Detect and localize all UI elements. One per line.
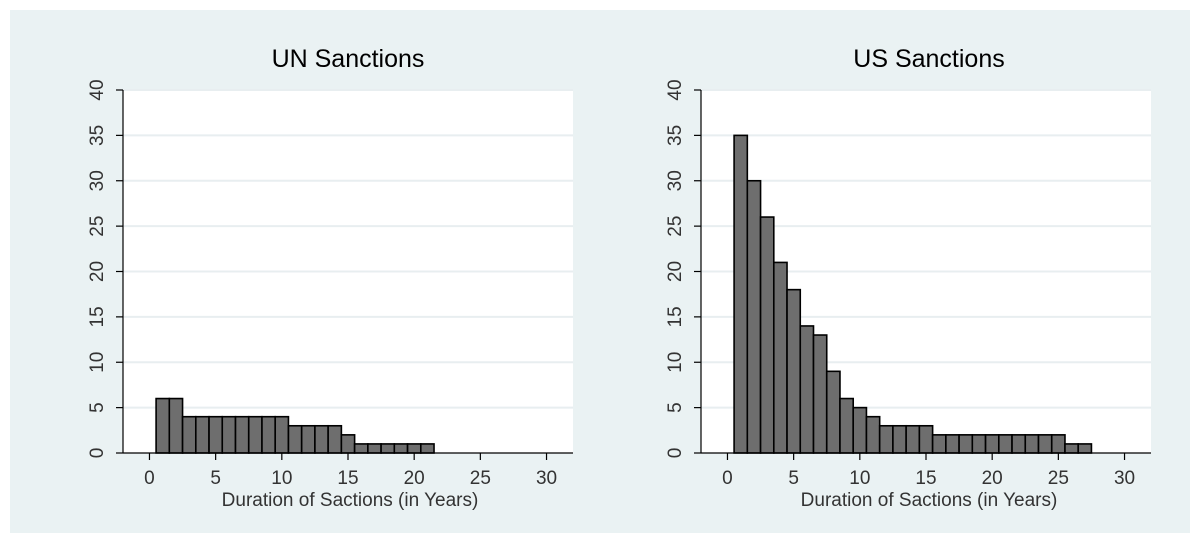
histogram-bar bbox=[945, 434, 960, 454]
x-tick-label: 25 bbox=[470, 468, 491, 489]
y-tick-label: 15 bbox=[665, 306, 686, 327]
y-tick-label: 20 bbox=[665, 261, 686, 282]
histogram-bar bbox=[1011, 434, 1027, 454]
y-tick-label: 10 bbox=[87, 352, 108, 373]
histogram-bar bbox=[746, 179, 762, 454]
y-tick-label: 30 bbox=[87, 170, 108, 191]
axes: 0 5 10 15 20 25 30 35 40 0 5 10 15 20 25 30 bbox=[87, 79, 573, 489]
x-tick-label: 15 bbox=[337, 468, 358, 489]
histogram-bar bbox=[918, 424, 934, 454]
x-tick-label: 10 bbox=[271, 468, 292, 489]
axes: 0 5 10 15 20 25 30 35 40 0 5 10 15 20 25 30 bbox=[665, 79, 1151, 489]
histogram-bar bbox=[759, 216, 775, 454]
y-tick-label: 0 bbox=[87, 448, 108, 459]
histogram-bar bbox=[971, 434, 987, 454]
chart-title: US Sanctions bbox=[853, 45, 1004, 73]
histogram-bar bbox=[825, 370, 841, 454]
y-tick-label: 5 bbox=[665, 402, 686, 413]
histogram-bar bbox=[786, 288, 802, 454]
histogram-bar bbox=[1077, 443, 1093, 454]
x-tick-label: 5 bbox=[788, 468, 799, 489]
y-tick-label: 40 bbox=[87, 79, 108, 100]
histogram-bar bbox=[772, 261, 788, 454]
y-tick-label: 40 bbox=[665, 79, 686, 100]
x-tick-label: 0 bbox=[144, 468, 155, 489]
histogram-bar bbox=[812, 334, 828, 454]
y-tick-label: 30 bbox=[665, 170, 686, 191]
histogram-bar bbox=[733, 134, 749, 454]
y-tick-label: 15 bbox=[87, 306, 108, 327]
histogram-bar bbox=[852, 406, 868, 454]
x-tick-label: 20 bbox=[404, 468, 425, 489]
histogram-bar bbox=[997, 434, 1013, 454]
gridlines bbox=[123, 89, 573, 409]
x-tick-label: 25 bbox=[1048, 468, 1069, 489]
y-tick-label: 0 bbox=[665, 448, 686, 459]
x-tick-label: 30 bbox=[536, 468, 557, 489]
histogram-bar bbox=[1064, 443, 1080, 454]
y-tick-label: 20 bbox=[87, 261, 108, 282]
y-tick-label: 25 bbox=[87, 216, 108, 237]
histogram-bar bbox=[799, 325, 815, 454]
histogram-bar bbox=[1037, 434, 1053, 454]
histogram-bar bbox=[931, 434, 947, 454]
histogram-bar bbox=[878, 424, 894, 454]
x-tick-label: 30 bbox=[1114, 468, 1135, 489]
histogram-bar bbox=[984, 434, 1000, 454]
x-tick-label: 0 bbox=[722, 468, 733, 489]
y-tick-label: 10 bbox=[665, 352, 686, 373]
y-tick-label: 35 bbox=[87, 125, 108, 146]
x-axis-label: Duration of Sactions (in Years) bbox=[801, 490, 1058, 511]
histogram-bar bbox=[958, 434, 974, 454]
y-tick-label: 35 bbox=[665, 125, 686, 146]
histogram-bar bbox=[839, 397, 855, 454]
y-tick-label: 5 bbox=[87, 402, 108, 413]
x-tick-label: 5 bbox=[210, 468, 221, 489]
histogram-bar bbox=[1050, 434, 1066, 454]
histogram-bar bbox=[892, 424, 907, 454]
y-tick-label: 25 bbox=[665, 216, 686, 237]
x-tick-label: 20 bbox=[982, 468, 1003, 489]
histogram-bar bbox=[1024, 434, 1040, 454]
x-axis-label: Duration of Sactions (in Years) bbox=[222, 490, 479, 511]
histogram-bar bbox=[905, 424, 921, 454]
x-tick-label: 10 bbox=[849, 468, 870, 489]
chart-title: UN Sanctions bbox=[272, 45, 425, 73]
x-tick-label: 15 bbox=[915, 468, 936, 489]
histogram-bar bbox=[865, 415, 881, 454]
